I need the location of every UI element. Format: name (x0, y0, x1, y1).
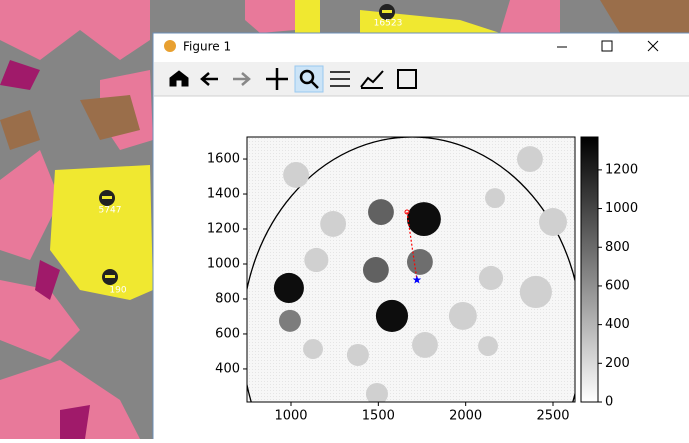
bee-label: 16523 (374, 19, 403, 29)
zoom-button[interactable] (299, 69, 319, 89)
disc (517, 146, 543, 172)
disc (375, 299, 409, 333)
axes-frame (246, 136, 576, 403)
disc (283, 162, 310, 188)
x-tick-label: 2500 (536, 409, 569, 424)
plot: 1000 1500 2000 2500400600800100012001400160… (207, 136, 638, 424)
disc (478, 336, 498, 356)
disc (485, 188, 505, 209)
disc (478, 265, 504, 291)
y-tick-label: 1000 (207, 256, 240, 271)
disc (406, 202, 441, 236)
x-tick-label: 1000 (274, 409, 307, 424)
pan-button[interactable] (266, 68, 288, 90)
disc (278, 309, 301, 332)
app-icon (164, 40, 176, 52)
position-marker (412, 275, 422, 284)
disc (539, 208, 567, 236)
colorbar (580, 136, 599, 403)
colorbar-tick-label: 800 (605, 240, 630, 255)
trajectory (406, 211, 418, 280)
home-button[interactable] (169, 70, 189, 87)
disc (320, 211, 347, 237)
axes-button[interactable] (360, 70, 384, 89)
x-tick-label: 1500 (362, 409, 395, 424)
bee-label: 190 (109, 286, 126, 296)
disc (412, 332, 438, 358)
disc (365, 382, 388, 402)
y-tick-label: 400 (215, 361, 240, 376)
maximize-button[interactable] (601, 40, 613, 52)
disc (346, 343, 369, 366)
y-tick-label: 1200 (207, 222, 240, 237)
disc (368, 199, 394, 225)
disc (273, 272, 304, 303)
y-tick-label: 1600 (207, 152, 240, 167)
x-tick-label: 2000 (449, 409, 482, 424)
close-button[interactable] (647, 40, 659, 52)
disc (304, 247, 329, 273)
save-button[interactable] (397, 69, 417, 89)
colorbar-tick-label: 400 (605, 317, 630, 332)
bee-label: 5747 (99, 206, 122, 216)
disc (303, 339, 323, 359)
disc (406, 248, 433, 275)
colorbar-tick-label: 0 (605, 395, 613, 410)
disc (519, 275, 552, 309)
y-tick-label: 800 (215, 291, 240, 306)
forward-button[interactable] (233, 72, 251, 86)
back-button[interactable] (200, 72, 218, 86)
y-tick-label: 600 (215, 326, 240, 341)
trajectory-start (404, 209, 410, 215)
disc (362, 257, 389, 283)
configure-button[interactable] (330, 71, 350, 87)
colorbar-tick-label: 1200 (605, 162, 638, 177)
window-title: Figure 1 (183, 40, 231, 54)
disc (448, 301, 477, 330)
colorbar-tick-label: 1000 (605, 201, 638, 216)
image (247, 137, 575, 402)
colorbar-tick-label: 200 (605, 356, 630, 371)
colorbar-tick-label: 600 (605, 278, 630, 293)
y-tick-label: 1400 (207, 187, 240, 202)
